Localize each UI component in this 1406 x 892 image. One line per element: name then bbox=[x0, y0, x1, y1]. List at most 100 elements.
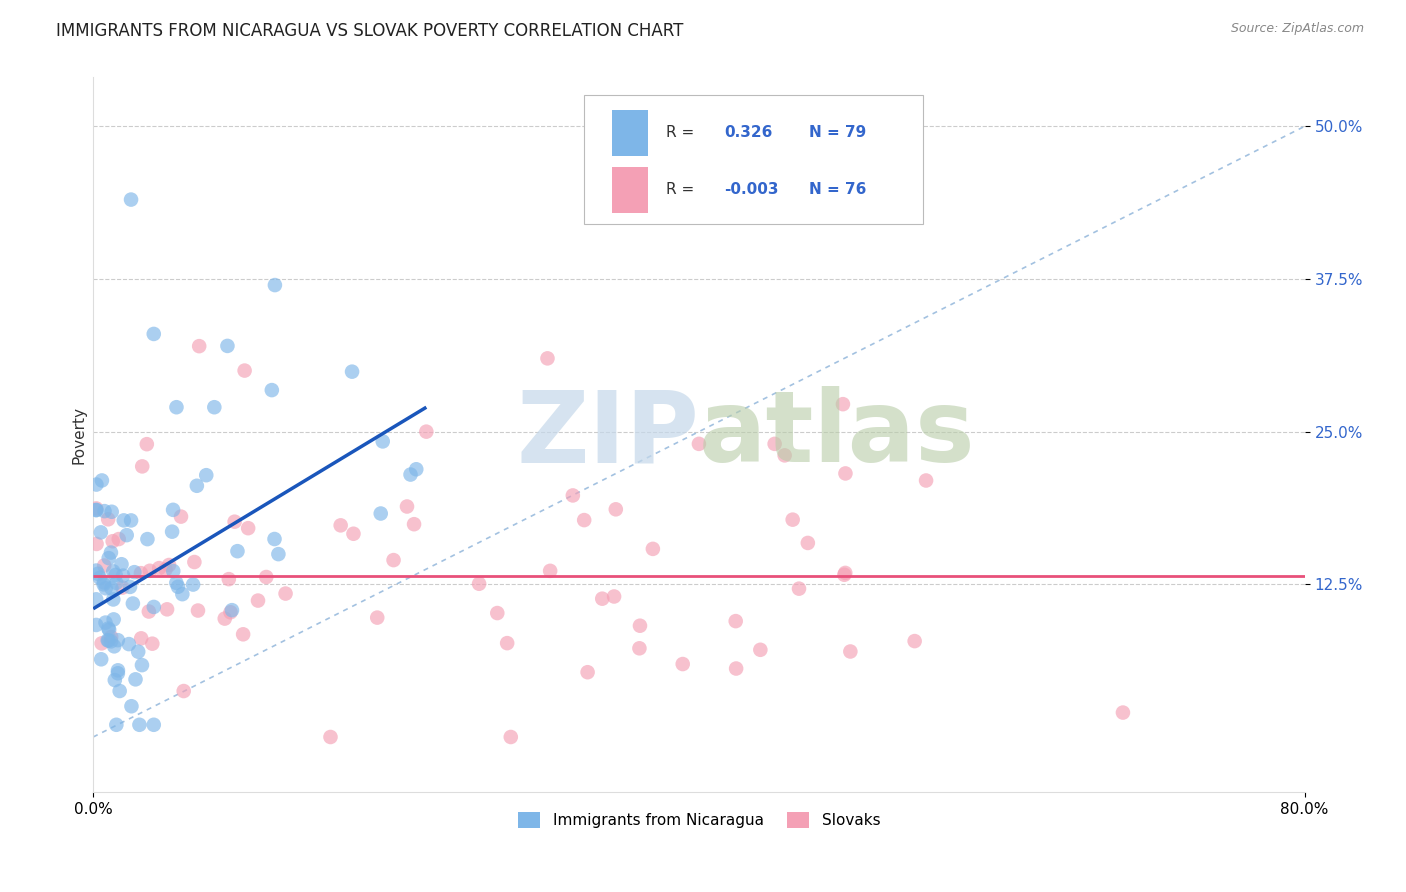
FancyBboxPatch shape bbox=[612, 167, 648, 213]
Point bbox=[382, 553, 405, 567]
Point bbox=[103, 565, 125, 579]
Point bbox=[724, 614, 747, 628]
Point bbox=[155, 562, 177, 576]
Point bbox=[834, 467, 856, 481]
Point bbox=[84, 501, 107, 516]
Point bbox=[576, 665, 599, 680]
Point bbox=[122, 597, 145, 611]
Point bbox=[136, 532, 159, 546]
Point bbox=[572, 513, 595, 527]
Point bbox=[181, 577, 204, 591]
Point bbox=[84, 564, 107, 578]
Text: N = 79: N = 79 bbox=[810, 126, 866, 140]
Point bbox=[120, 193, 142, 207]
Point bbox=[104, 673, 127, 687]
Point bbox=[93, 575, 115, 590]
Point bbox=[167, 580, 190, 594]
Point bbox=[395, 500, 418, 514]
Point bbox=[319, 730, 342, 744]
Point bbox=[226, 544, 249, 558]
Point bbox=[110, 558, 132, 572]
Point bbox=[98, 623, 121, 637]
Point bbox=[183, 555, 205, 569]
Point bbox=[591, 591, 613, 606]
Text: 0.326: 0.326 bbox=[724, 126, 773, 140]
Point bbox=[118, 580, 141, 594]
Point bbox=[105, 718, 128, 732]
Point bbox=[725, 661, 748, 675]
Point bbox=[834, 567, 856, 582]
Point bbox=[103, 640, 125, 654]
Point bbox=[105, 575, 128, 590]
Point bbox=[124, 673, 146, 687]
Point bbox=[128, 718, 150, 732]
Point bbox=[97, 633, 120, 648]
Point bbox=[90, 474, 112, 488]
Text: R =: R = bbox=[666, 183, 699, 197]
Y-axis label: Poverty: Poverty bbox=[72, 406, 86, 464]
Point bbox=[173, 684, 195, 698]
Point bbox=[641, 541, 664, 556]
Point bbox=[773, 448, 796, 462]
Point bbox=[142, 718, 165, 732]
Point bbox=[89, 571, 111, 585]
Text: IMMIGRANTS FROM NICARAGUA VS SLOVAK POVERTY CORRELATION CHART: IMMIGRANTS FROM NICARAGUA VS SLOVAK POVE… bbox=[56, 22, 683, 40]
Point bbox=[263, 532, 285, 546]
Point bbox=[84, 503, 107, 517]
Point bbox=[672, 657, 695, 671]
Point bbox=[749, 642, 772, 657]
FancyBboxPatch shape bbox=[583, 95, 924, 224]
Point bbox=[224, 515, 246, 529]
Point bbox=[904, 634, 927, 648]
Point bbox=[605, 502, 627, 516]
Text: atlas: atlas bbox=[699, 386, 976, 483]
Point bbox=[366, 610, 388, 624]
Point bbox=[162, 564, 184, 578]
Legend: Immigrants from Nicaragua, Slovaks: Immigrants from Nicaragua, Slovaks bbox=[512, 806, 886, 834]
Point bbox=[402, 517, 425, 532]
Point bbox=[97, 622, 120, 636]
Point bbox=[97, 633, 120, 648]
Point bbox=[120, 699, 142, 714]
Point bbox=[233, 363, 256, 377]
Point bbox=[399, 467, 422, 482]
Point bbox=[782, 513, 804, 527]
Point bbox=[832, 397, 855, 411]
Point bbox=[415, 425, 437, 439]
Point bbox=[170, 509, 193, 524]
Point bbox=[129, 632, 152, 646]
Point bbox=[131, 658, 153, 673]
Point bbox=[135, 437, 157, 451]
Point bbox=[120, 513, 142, 527]
Point bbox=[115, 528, 138, 542]
Point bbox=[214, 611, 236, 625]
Point bbox=[111, 581, 134, 595]
Point bbox=[264, 278, 287, 293]
Point bbox=[160, 524, 183, 539]
Point bbox=[538, 564, 561, 578]
Point bbox=[628, 641, 651, 656]
Text: R =: R = bbox=[666, 126, 699, 140]
Point bbox=[90, 525, 112, 540]
Point bbox=[468, 576, 491, 591]
Point bbox=[127, 645, 149, 659]
Point bbox=[97, 551, 120, 566]
Point bbox=[84, 503, 107, 517]
Point bbox=[218, 572, 240, 586]
Point bbox=[100, 634, 122, 648]
Point bbox=[84, 592, 107, 607]
Point bbox=[763, 437, 786, 451]
Point bbox=[107, 663, 129, 677]
Point bbox=[148, 561, 170, 575]
Point bbox=[100, 582, 122, 596]
Point bbox=[112, 568, 135, 582]
Point bbox=[97, 512, 120, 526]
Point bbox=[131, 459, 153, 474]
Point bbox=[217, 339, 239, 353]
Point bbox=[915, 474, 938, 488]
Point bbox=[486, 606, 509, 620]
Point bbox=[138, 605, 160, 619]
Point bbox=[186, 479, 208, 493]
Point bbox=[202, 401, 225, 415]
Point bbox=[254, 570, 277, 584]
